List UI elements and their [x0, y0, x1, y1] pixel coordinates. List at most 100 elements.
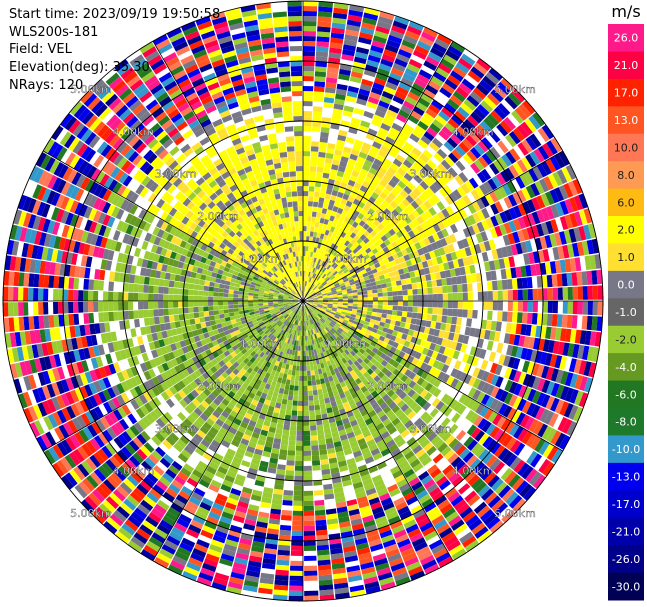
- velocity-gate: [566, 272, 573, 286]
- velocity-gate: [324, 276, 329, 281]
- velocity-gate: [356, 351, 363, 358]
- velocity-gate: [373, 219, 381, 227]
- velocity-gate: [464, 246, 472, 257]
- velocity-gate: [489, 162, 500, 175]
- velocity-gate: [446, 277, 453, 286]
- velocity-gate: [311, 211, 317, 217]
- velocity-gate: [308, 301, 313, 302]
- velocity-gate: [382, 187, 391, 196]
- velocity-gate: [428, 207, 437, 216]
- velocity-gate: [523, 171, 535, 185]
- velocity-gate: [496, 342, 504, 354]
- velocity-gate: [331, 277, 337, 282]
- velocity-gate: [388, 324, 395, 330]
- velocity-gate: [432, 42, 447, 54]
- velocity-gate: [193, 301, 199, 307]
- velocity-gate: [454, 110, 467, 122]
- velocity-gate: [542, 301, 548, 313]
- velocity-gate: [437, 308, 443, 316]
- velocity-gate: [584, 255, 592, 270]
- velocity-gate: [414, 269, 421, 277]
- velocity-gate: [300, 355, 303, 361]
- velocity-gate: [312, 273, 316, 279]
- velocity-gate: [423, 327, 431, 335]
- velocity-gate: [372, 337, 379, 344]
- velocity-gate: [289, 575, 303, 581]
- velocity-gate: [446, 375, 455, 386]
- velocity-gate: [291, 525, 303, 531]
- velocity-gate: [521, 228, 530, 241]
- velocity-gate: [534, 438, 546, 453]
- velocity-gate: [470, 162, 481, 174]
- velocity-gate: [384, 171, 394, 180]
- velocity-gate: [323, 283, 329, 288]
- velocity-gate: [478, 242, 487, 253]
- velocity-gate: [322, 304, 328, 307]
- velocity-gate: [370, 230, 377, 238]
- velocity-gate: [513, 426, 524, 439]
- velocity-gate: [299, 375, 303, 381]
- velocity-gate: [406, 63, 421, 74]
- velocity-gate: [352, 292, 358, 296]
- velocity-gate: [311, 284, 315, 289]
- velocity-gate: [325, 188, 333, 195]
- velocity-gate: [308, 350, 312, 356]
- velocity-gate: [508, 220, 517, 233]
- velocity-gate: [490, 203, 499, 215]
- velocity-gate: [355, 282, 361, 287]
- velocity-gate: [541, 394, 551, 408]
- velocity-gate: [303, 66, 315, 72]
- velocity-gate: [388, 220, 396, 229]
- velocity-gate: [303, 191, 309, 197]
- velocity-gate: [546, 313, 553, 327]
- velocity-gate: [309, 410, 315, 416]
- velocity-gate: [303, 156, 310, 162]
- velocity-gate: [313, 399, 320, 406]
- elevation-text: Elevation(deg): 35.30: [9, 59, 150, 75]
- velocity-gate: [452, 301, 458, 309]
- velocity-gate: [307, 298, 313, 300]
- velocity-gate: [505, 151, 517, 164]
- velocity-gate: [530, 436, 542, 450]
- velocity-gate: [401, 261, 408, 269]
- velocity-gate: [512, 301, 518, 312]
- velocity-gate: [308, 276, 311, 282]
- velocity-gate: [306, 231, 310, 237]
- velocity-gate: [399, 338, 406, 346]
- velocity-gate: [307, 299, 313, 301]
- velocity-gate: [378, 203, 387, 212]
- velocity-gate: [430, 47, 445, 58]
- velocity-gate: [305, 251, 308, 257]
- velocity-gate: [432, 388, 442, 398]
- velocity-gate: [377, 230, 385, 238]
- velocity-gate: [459, 372, 468, 382]
- velocity-gate: [340, 264, 346, 270]
- velocity-gate: [389, 29, 404, 40]
- velocity-gate: [508, 164, 519, 178]
- velocity-gate: [127, 413, 138, 425]
- velocity-gate: [511, 110, 524, 124]
- velocity-gate: [48, 315, 55, 328]
- velocity-gate: [345, 95, 357, 103]
- velocity-gate: [282, 429, 290, 436]
- velocity-gate: [466, 236, 474, 247]
- velocity-gate: [431, 398, 441, 408]
- velocity-gate: [391, 209, 400, 217]
- velocity-gate: [337, 254, 343, 260]
- velocity-gate: [569, 389, 579, 404]
- velocity-gate: [513, 334, 521, 346]
- velocity-gate: [454, 175, 465, 186]
- velocity-gate: [365, 219, 373, 227]
- velocity-gate: [319, 278, 325, 284]
- velocity-gate: [373, 226, 381, 234]
- velocity-gate: [318, 285, 324, 290]
- velocity-gate: [396, 113, 408, 123]
- velocity-gate: [560, 370, 569, 385]
- velocity-gate: [389, 72, 402, 82]
- velocity-gate: [357, 274, 364, 280]
- velocity-gate: [409, 401, 419, 411]
- velocity-gate: [323, 97, 335, 104]
- velocity-gate: [552, 246, 560, 261]
- velocity-gate: [432, 137, 443, 149]
- velocity-gate: [327, 178, 335, 185]
